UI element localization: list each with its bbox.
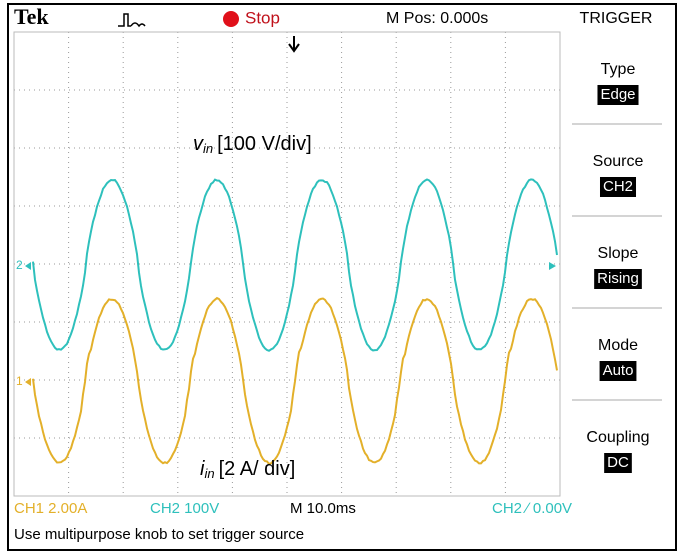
menu-label: Slope	[598, 245, 639, 262]
background	[0, 0, 685, 554]
ch1-marker: 1	[16, 374, 23, 388]
timebase: M 10.0ms	[290, 500, 356, 517]
menu-value: Edge	[600, 86, 635, 103]
menu-title: TRIGGER	[580, 10, 653, 27]
menu-value: CH2	[603, 178, 633, 195]
trigger-readout: CH2 ∕ 0.00V	[492, 500, 572, 517]
menu-value: Rising	[597, 270, 639, 287]
status-message: Use multipurpose knob to set trigger sou…	[14, 526, 304, 543]
menu-label: Source	[593, 153, 644, 170]
menu-label: Coupling	[586, 429, 649, 446]
menu-label: Type	[601, 61, 636, 78]
brand: Tek	[14, 4, 49, 29]
menu-value: DC	[607, 454, 629, 471]
ch1-scale: CH1 2.00A	[14, 500, 87, 517]
ch2-marker: 2	[16, 258, 23, 272]
oscilloscope-screen: Tek Stop M Pos: 0.000s TRIGGER Type Edge S…	[0, 0, 685, 554]
menu-value: Auto	[603, 362, 634, 379]
stop-indicator	[223, 11, 239, 27]
horizontal-position: M Pos: 0.000s	[386, 10, 488, 27]
ch2-scale: CH2 100V	[150, 500, 219, 517]
menu-label: Mode	[598, 337, 638, 354]
run-status: Stop	[245, 8, 280, 27]
